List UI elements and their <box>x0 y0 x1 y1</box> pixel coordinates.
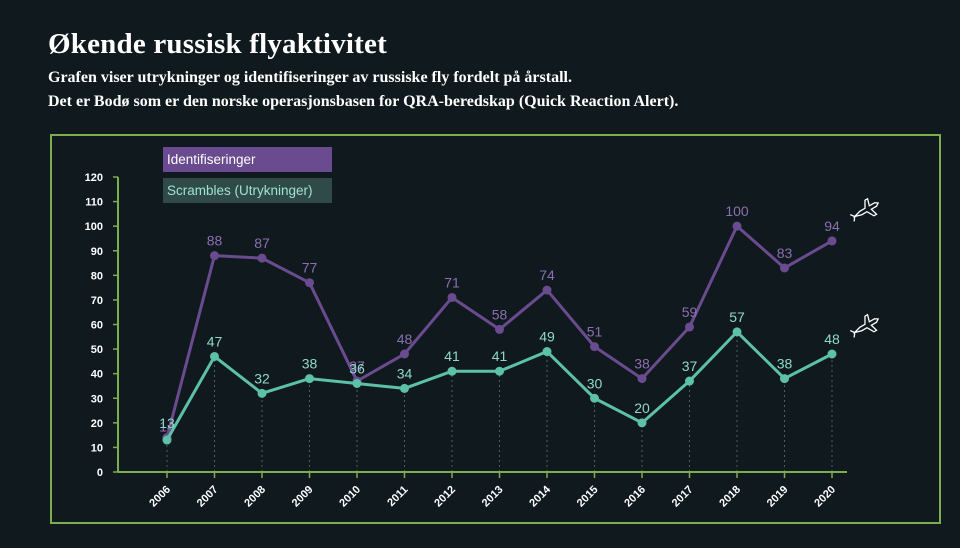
data-label-scrambles: 41 <box>492 348 508 364</box>
data-point-scrambles <box>400 383 409 393</box>
data-point-scrambles <box>257 388 267 398</box>
data-point-scrambles <box>447 366 457 376</box>
data-label-identifiseringer: 74 <box>539 267 555 283</box>
x-tick-label: 2014 <box>527 483 553 509</box>
data-label-identifiseringer: 83 <box>777 245 793 261</box>
y-tick-label: 110 <box>85 197 103 209</box>
data-label-scrambles: 34 <box>397 365 413 381</box>
data-label-identifiseringer: 38 <box>634 356 650 372</box>
x-tick-label: 2016 <box>622 484 648 510</box>
data-point-identifiseringer <box>210 251 219 261</box>
data-point-identifiseringer <box>685 322 694 332</box>
data-label-identifiseringer: 77 <box>302 260 318 276</box>
data-point-identifiseringer <box>257 253 267 263</box>
data-label-scrambles: 32 <box>254 370 270 386</box>
data-label-scrambles: 38 <box>302 356 318 372</box>
data-point-scrambles <box>637 418 647 428</box>
y-tick-label: 10 <box>91 442 103 454</box>
data-point-scrambles <box>495 366 504 376</box>
data-label-scrambles: 47 <box>207 333 223 349</box>
legend-identifiseringer: Identifiseringer <box>163 147 332 172</box>
x-tick-label: 2011 <box>385 484 410 509</box>
y-tick-label: 70 <box>91 295 103 307</box>
data-label-scrambles: 48 <box>824 331 840 347</box>
data-label-identifiseringer: 87 <box>254 235 270 251</box>
y-tick-label: 90 <box>91 246 103 258</box>
y-tick-label: 50 <box>91 344 103 356</box>
data-point-scrambles <box>352 379 362 388</box>
legend-scrambles: Scrambles (Utrykninger) <box>163 178 332 203</box>
data-label-identifiseringer: 48 <box>397 331 413 347</box>
data-label-identifiseringer: 37 <box>349 358 365 374</box>
data-point-identifiseringer <box>305 278 314 288</box>
data-point-identifiseringer <box>827 236 837 246</box>
data-label-identifiseringer: 100 <box>725 203 749 219</box>
data-point-identifiseringer <box>400 349 409 359</box>
y-tick-label: 60 <box>91 320 103 332</box>
x-tick-label: 2007 <box>195 484 221 510</box>
y-tick-label: 100 <box>85 221 103 233</box>
y-tick-label: 120 <box>85 172 103 184</box>
data-label-scrambles: 49 <box>539 329 555 345</box>
data-label-identifiseringer: 71 <box>444 274 460 290</box>
y-tick-label: 40 <box>91 369 103 381</box>
data-point-scrambles <box>685 376 694 386</box>
data-point-identifiseringer <box>732 221 742 231</box>
data-label-scrambles: 20 <box>634 400 650 416</box>
data-label-scrambles: 41 <box>444 348 460 364</box>
x-tick-label: 2017 <box>670 484 696 510</box>
data-point-identifiseringer <box>590 342 599 352</box>
chart-title: Økende russisk flyaktivitet <box>48 28 387 60</box>
data-point-scrambles <box>590 393 599 403</box>
data-label-scrambles: 13 <box>159 415 175 431</box>
data-point-scrambles <box>162 435 172 445</box>
data-label-identifiseringer: 51 <box>587 324 603 340</box>
x-tick-label: 2019 <box>765 484 791 510</box>
data-label-scrambles: 57 <box>729 309 745 325</box>
x-tick-label: 2012 <box>432 484 458 510</box>
data-label-scrambles: 30 <box>587 375 603 391</box>
x-tick-label: 2015 <box>575 484 601 510</box>
x-tick-label: 2010 <box>337 484 363 510</box>
data-point-identifiseringer <box>495 324 504 334</box>
data-point-scrambles <box>780 374 789 384</box>
data-point-scrambles <box>827 349 837 359</box>
y-tick-label: 0 <box>97 467 103 479</box>
data-point-scrambles <box>732 327 742 337</box>
data-label-identifiseringer: 58 <box>492 306 508 322</box>
data-point-scrambles <box>542 347 552 357</box>
chart-subtitle-line-2: Det er Bodø som er den norske operasjons… <box>48 93 679 110</box>
data-label-identifiseringer: 88 <box>207 233 223 249</box>
fighter-jet-icon <box>849 313 880 338</box>
data-label-identifiseringer: 59 <box>682 304 698 320</box>
x-tick-label: 2009 <box>290 484 316 510</box>
fighter-jet-icon <box>849 197 880 222</box>
y-tick-label: 20 <box>91 418 103 430</box>
y-tick-label: 80 <box>91 270 103 282</box>
data-point-identifiseringer <box>542 285 552 295</box>
chart-frame <box>50 134 941 524</box>
data-label-scrambles: 38 <box>777 356 793 372</box>
data-point-scrambles <box>305 374 314 384</box>
x-tick-label: 2020 <box>812 484 838 510</box>
x-tick-label: 2006 <box>147 484 173 510</box>
x-tick-label: 2018 <box>717 484 743 510</box>
data-point-identifiseringer <box>780 263 789 273</box>
x-tick-label: 2013 <box>480 484 506 510</box>
data-label-identifiseringer: 94 <box>824 218 840 234</box>
chart-subtitle-line-1: Grafen viser utrykninger og identifiseri… <box>48 69 572 86</box>
y-tick-label: 30 <box>91 393 103 405</box>
data-label-scrambles: 36 <box>349 361 365 377</box>
x-tick-label: 2008 <box>242 484 268 510</box>
data-label-scrambles: 37 <box>682 358 698 374</box>
data-point-identifiseringer <box>637 374 647 384</box>
data-point-scrambles <box>210 351 219 361</box>
data-point-identifiseringer <box>447 292 457 302</box>
